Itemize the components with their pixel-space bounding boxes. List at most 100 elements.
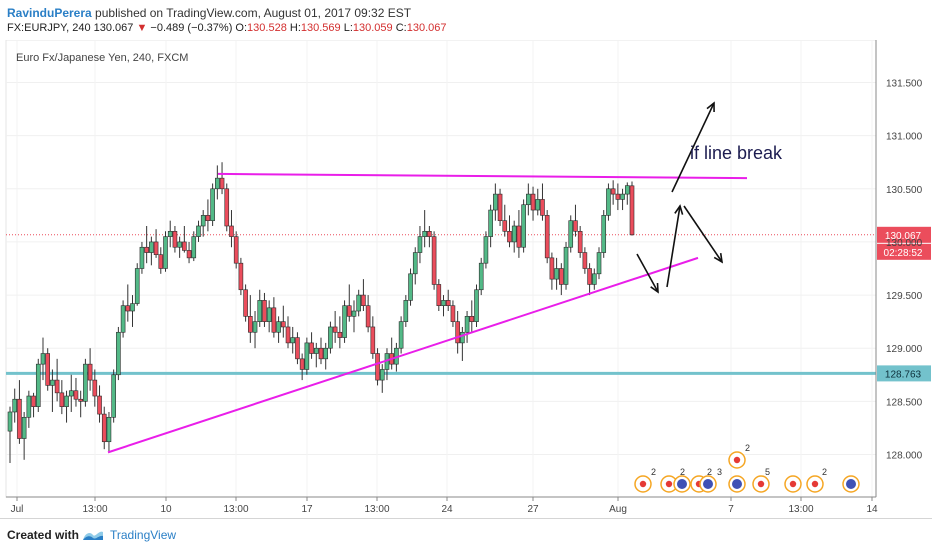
high-label: H: — [289, 22, 301, 34]
news-event-icon[interactable] — [699, 475, 717, 493]
candle — [205, 199, 211, 232]
x-tick-label: 24 — [441, 504, 453, 515]
candle-body — [554, 268, 559, 280]
annotation-text: if line break — [690, 143, 783, 163]
candle-body — [134, 268, 140, 304]
candle-body — [370, 326, 376, 354]
candle-body — [130, 303, 135, 312]
open-value: 130.528 — [247, 22, 287, 34]
candle — [615, 183, 621, 211]
candle — [356, 289, 361, 317]
candle-body — [17, 398, 22, 439]
candle-body — [215, 177, 220, 190]
candle-body — [120, 305, 126, 333]
candle-body — [163, 236, 168, 269]
candle-body — [26, 395, 32, 418]
arrow-up-breakout — [666, 204, 684, 288]
candle-body — [535, 199, 541, 211]
candle-body — [337, 331, 343, 338]
y-tick-label: 129.500 — [886, 291, 923, 302]
candle-body — [182, 241, 187, 251]
candle — [17, 380, 22, 444]
candle — [323, 342, 329, 370]
candle-body — [31, 395, 36, 407]
arrow-down-after-break-head — [713, 252, 724, 264]
candle — [526, 183, 531, 216]
candle-body — [304, 342, 310, 370]
candle — [365, 295, 371, 333]
candle-body — [573, 220, 578, 232]
candle-body — [64, 395, 69, 407]
news-event-icon[interactable] — [842, 475, 860, 493]
candle-body — [346, 305, 352, 317]
candle — [50, 369, 55, 412]
y-tick-label: 129.000 — [886, 344, 923, 355]
candlestick-chart[interactable]: 128.763 130.067 02:28:52 128.000 128.500 129… — [0, 39, 932, 518]
candle-body — [332, 326, 338, 333]
candle — [182, 225, 187, 253]
candle — [26, 390, 32, 428]
candle-body — [219, 177, 225, 190]
candle-body — [445, 300, 451, 306]
event-count-label: 2 — [707, 467, 712, 477]
author-link[interactable]: RavinduPerera — [7, 6, 92, 20]
x-tick-label: 10 — [160, 504, 172, 515]
tradingview-brand-link[interactable]: TradingView — [110, 528, 177, 542]
candle — [139, 241, 145, 274]
candle — [120, 300, 126, 338]
x-tick-label: Jul — [11, 504, 24, 515]
candle-body — [629, 185, 635, 236]
event-count-label: 2 — [822, 467, 827, 477]
candle-body — [139, 246, 145, 269]
candle — [318, 337, 324, 365]
y-tick-label: 131.000 — [886, 132, 923, 143]
candle-body — [281, 321, 286, 328]
news-event-icon[interactable] — [673, 475, 691, 493]
candle-body — [73, 390, 79, 400]
candle — [31, 392, 36, 418]
event-marker[interactable] — [784, 475, 802, 493]
candle-body — [606, 188, 611, 216]
candle-body — [111, 374, 116, 418]
candle — [233, 231, 239, 269]
candle-body — [403, 300, 409, 322]
x-tick-label: 17 — [301, 504, 313, 515]
candle-body — [502, 220, 508, 232]
candle — [389, 337, 394, 370]
event-count-label: 2 — [745, 443, 750, 453]
candle-body — [563, 246, 569, 285]
candle-body — [313, 347, 319, 354]
candle-body — [50, 379, 55, 386]
x-tick-label: 7 — [728, 504, 734, 515]
candle-body — [257, 300, 263, 322]
candle-body — [7, 411, 13, 432]
candle — [582, 247, 588, 274]
news-event-icon[interactable] — [728, 475, 746, 493]
candle-body — [441, 300, 446, 306]
chart-header: RavinduPerera published on TradingView.c… — [0, 0, 932, 40]
event-marker[interactable] — [634, 475, 652, 493]
event-marker[interactable] — [728, 451, 746, 469]
candle-body — [200, 215, 206, 227]
candle — [342, 300, 347, 343]
candle — [196, 220, 201, 242]
candle — [427, 225, 432, 248]
candle-body — [224, 188, 230, 227]
event-marker-dot — [733, 456, 741, 464]
candle — [540, 183, 545, 221]
chart-area[interactable]: 128.763 130.067 02:28:52 128.000 128.500 129… — [0, 39, 932, 518]
arrow-down-to-support-head — [650, 282, 659, 294]
candle — [299, 353, 305, 381]
candle-body — [379, 369, 385, 381]
candle — [35, 358, 41, 412]
candle-body — [238, 262, 244, 291]
event-marker[interactable] — [752, 475, 770, 493]
candle — [295, 332, 300, 365]
candle — [12, 388, 18, 423]
candle-body — [144, 246, 149, 253]
candle-body — [78, 398, 83, 402]
candle — [445, 289, 451, 312]
candle-body — [351, 310, 357, 317]
down-arrow-icon: ▼ — [136, 22, 148, 34]
event-marker[interactable] — [806, 475, 824, 493]
